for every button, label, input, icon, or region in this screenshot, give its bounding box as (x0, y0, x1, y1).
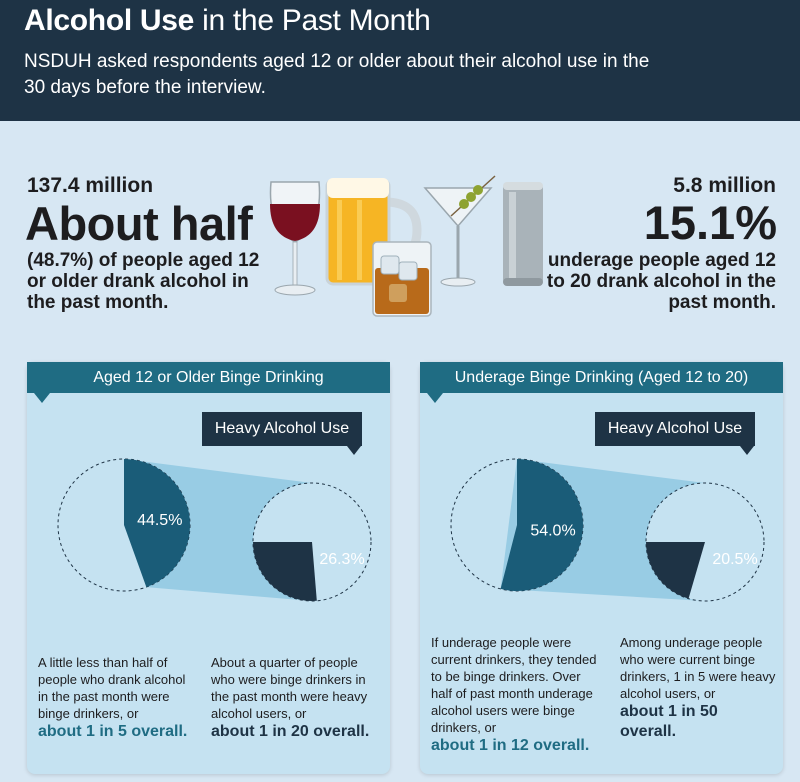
left-stat-description: (48.7%) of people aged 12 or older drank… (27, 250, 260, 313)
heavy-caption: About a quarter of people who were binge… (211, 654, 381, 742)
left-stat-count: 137.4 million (27, 174, 154, 197)
binge-caption: A little less than half of people who dr… (38, 654, 198, 742)
right-stat-description: of underage people aged 12 to 20 drank a… (524, 250, 776, 313)
title-bold: Alcohol Use (24, 4, 195, 37)
binge-pct-label: 54.0% (530, 523, 575, 540)
heavy-caption-highlight: about 1 in 20 overall. (211, 723, 370, 740)
drinks-illustration (269, 175, 543, 317)
martini-glass-icon (423, 175, 496, 287)
panel-binge-12-older: Aged 12 or Older Binge Drinking Heavy Al… (27, 362, 390, 774)
binge-caption: If underage people were current drinkers… (431, 634, 603, 756)
heavy-tag-tail (347, 446, 361, 455)
right-stat-headline: 15.1% (643, 196, 777, 249)
left-stat-headline: About half (25, 197, 253, 250)
heavy-alcohol-use-tag: Heavy Alcohol Use (202, 412, 362, 446)
page-title: Alcohol Use in the Past Month (24, 4, 431, 38)
beer-can-icon (503, 182, 543, 286)
title-rest: in the Past Month (194, 4, 431, 37)
right-stat-count: 5.8 million (673, 174, 776, 197)
heavy-caption: Among underage people who were current b… (620, 634, 776, 742)
heavy-pct-label: 20.5% (712, 551, 757, 568)
heavy-wedge (646, 542, 705, 599)
binge-wedge (124, 459, 191, 588)
binge-caption-text: A little less than half of people who dr… (38, 655, 186, 721)
heavy-wedge (253, 542, 317, 601)
heavy-caption-text: About a quarter of people who were binge… (211, 655, 368, 721)
binge-wedge (500, 459, 583, 591)
panel-banner: Underage Binge Drinking (Aged 12 to 20) (420, 362, 783, 393)
banner-tail (427, 393, 443, 403)
binge-heavy-chart: 54.0% 20.5% (450, 458, 765, 602)
heavy-caption-text: Among underage people who were current b… (620, 635, 776, 701)
whiskey-glass-icon (372, 241, 432, 317)
heavy-pct-label: 26.3% (319, 551, 364, 568)
heavy-caption-highlight: about 1 in 50 overall. (620, 703, 718, 740)
header-banner: Alcohol Use in the Past Month NSDUH aske… (0, 0, 800, 121)
wine-glass-icon (269, 181, 321, 296)
binge-pct-label: 44.5% (137, 512, 182, 529)
heavy-tag-tail (740, 446, 754, 455)
binge-heavy-chart: 44.5% 26.3% (57, 458, 372, 602)
binge-caption-highlight: about 1 in 5 overall. (38, 723, 188, 740)
panel-binge-underage: Underage Binge Drinking (Aged 12 to 20) … (420, 362, 783, 774)
heavy-alcohol-use-tag: Heavy Alcohol Use (595, 412, 755, 446)
page-subtitle: NSDUH asked respondents aged 12 or older… (24, 51, 650, 98)
banner-tail (34, 393, 50, 403)
binge-caption-highlight: about 1 in 12 overall. (431, 737, 590, 754)
panel-banner: Aged 12 or Older Binge Drinking (27, 362, 390, 393)
binge-caption-text: If underage people were current drinkers… (431, 635, 597, 735)
drinkers-circle (450, 458, 584, 592)
